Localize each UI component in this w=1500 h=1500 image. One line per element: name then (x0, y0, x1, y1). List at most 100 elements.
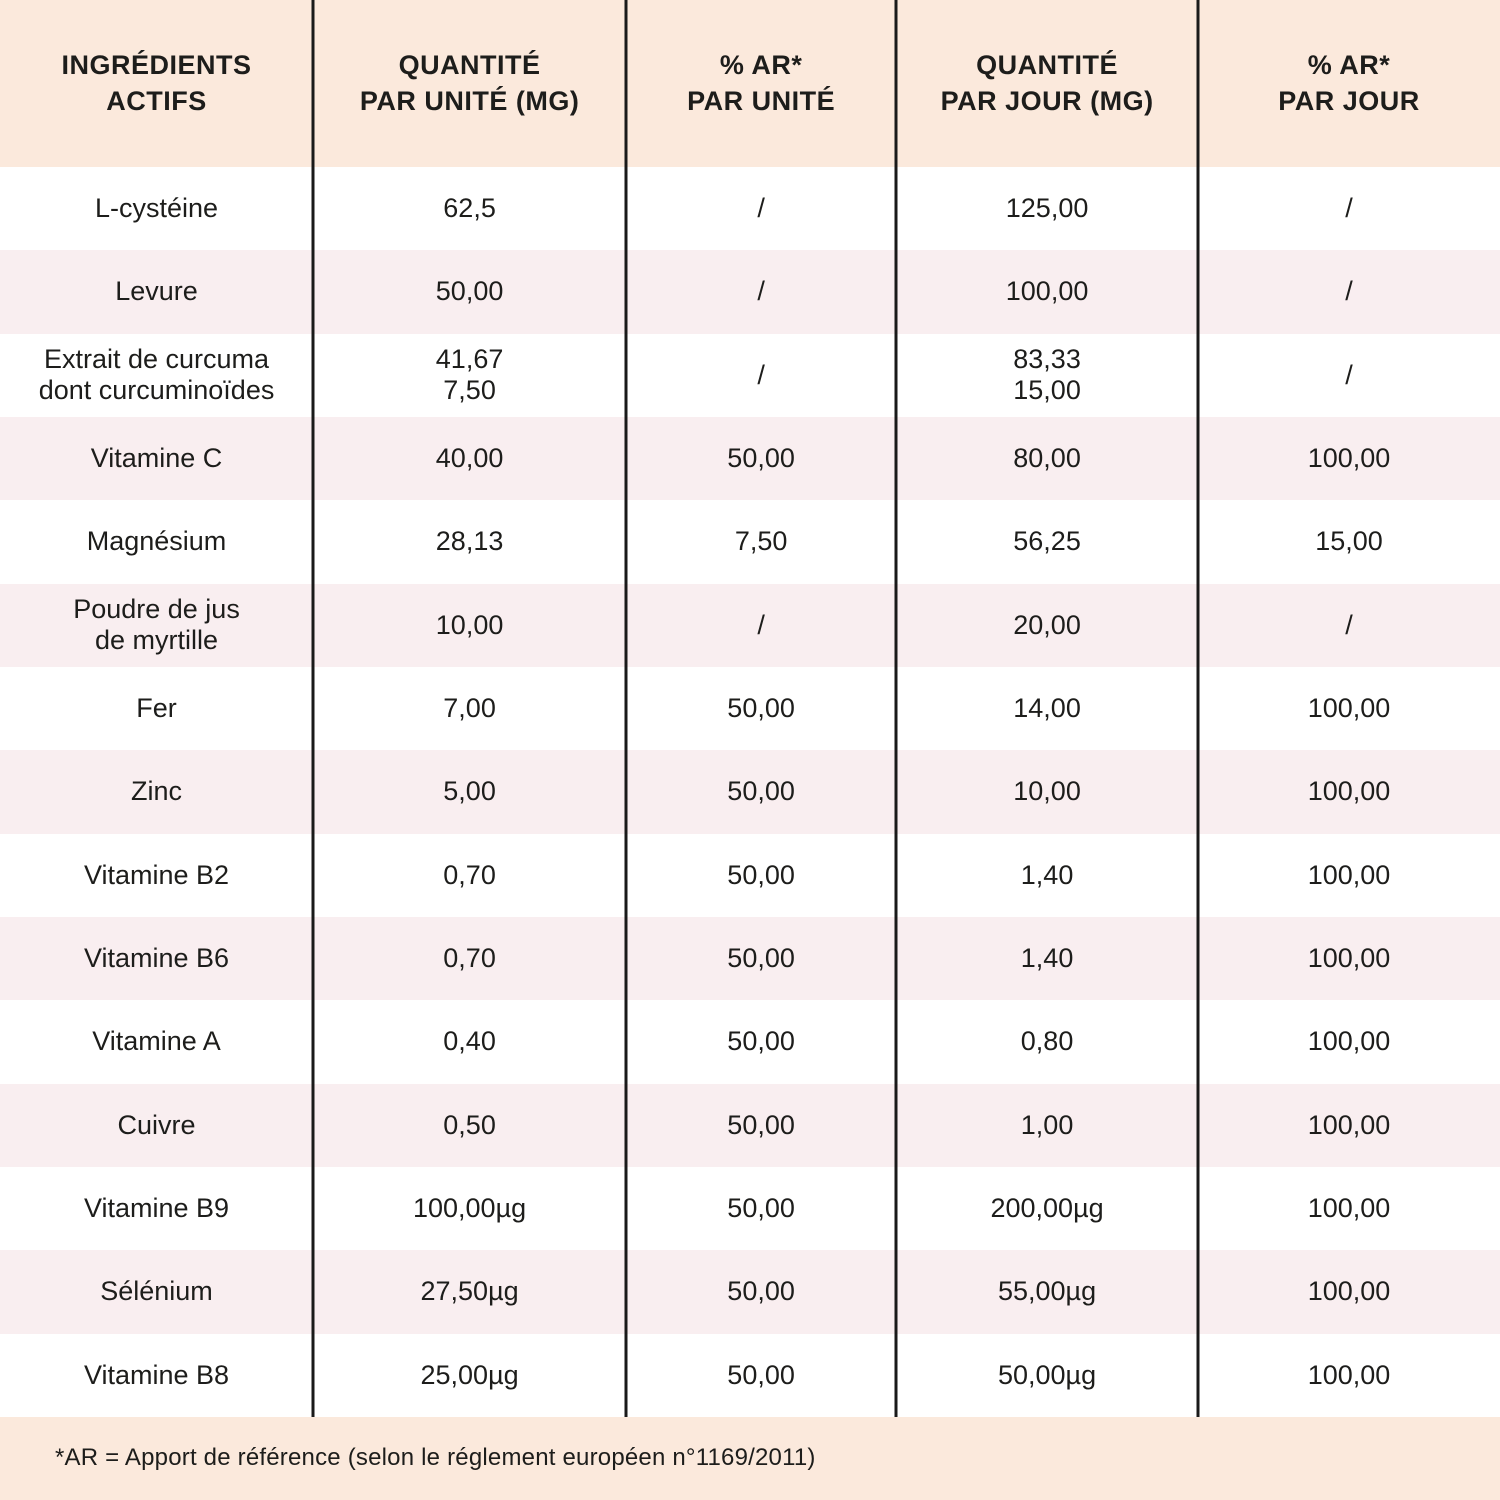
ar_unit-cell: 50,00 (626, 417, 896, 500)
ingredient-cell: Extrait de curcuma dont curcuminoïdes (0, 334, 313, 417)
ar_day-cell: 100,00 (1198, 834, 1500, 917)
qty_unit-value: 40,00 (435, 442, 504, 473)
ingredient-cell: Magnésium (0, 500, 313, 583)
qty_unit-value: 62,5 (443, 193, 496, 223)
qty_day-value: 14,00 (1013, 692, 1081, 723)
qty_unit-cell: 100,00µg (313, 1167, 626, 1250)
column-header-line: PAR UNITÉ (MG) (359, 85, 580, 116)
column-header-line: QUANTITÉ (398, 50, 541, 81)
qty_unit-value: 100,00µg (412, 1192, 527, 1223)
table-row: Fer 7,00 50,00 14,00 100,00 (0, 666, 1500, 751)
table-row: Extrait de curcuma dont curcuminoïdes 41,6… (0, 333, 1500, 417)
qty_day-value: 55,00µg (997, 1276, 1097, 1307)
column-header-qty_day: QUANTITÉ PAR JOUR (MG) (896, 0, 1198, 167)
ingredient-value: Sélénium (100, 1276, 213, 1307)
ar_day-cell: / (1198, 250, 1500, 333)
qty_day-cell: 80,00 (896, 417, 1198, 500)
table-row: Sélénium 27,50µg 50,00 55,00µg 100,00 (0, 1250, 1500, 1334)
reference-footnote: *AR = Apport de référence (selon le régl… (55, 1444, 816, 1472)
ingredient-value: Vitamine B2 (83, 859, 230, 890)
ingredient-value: Cuivre (117, 1109, 196, 1140)
column-header-line: QUANTITÉ (976, 50, 1119, 81)
qty_unit-value: 7,00 (443, 692, 496, 723)
qty_day-value: 80,00 (1013, 442, 1081, 473)
ar_day-value: 100,00 (1307, 1109, 1391, 1140)
table-row: Poudre de jus de myrtille 10,00 / 20,00 / (0, 583, 1500, 667)
ar_day-cell: / (1198, 584, 1500, 667)
qty_unit-value: 0,70 (443, 859, 496, 890)
ingredient-cell: Vitamine A (0, 1000, 313, 1083)
qty_day-cell: 20,00 (896, 584, 1198, 667)
ar_day-cell: 100,00 (1198, 750, 1500, 833)
column-header-line: PAR JOUR (1278, 85, 1420, 116)
qty_day-cell: 1,40 (896, 917, 1198, 1000)
column-header-ar_day: % AR* PAR JOUR (1198, 0, 1500, 167)
ingredient-cell: Poudre de jus de myrtille (0, 584, 313, 667)
ar_unit-value: 50,00 (727, 942, 795, 973)
ingredient-value: Vitamine A (92, 1026, 221, 1057)
ingredient-value: Vitamine B8 (83, 1359, 230, 1390)
ingredient-cell: Sélénium (0, 1250, 313, 1333)
ingredient-cell: Vitamine B2 (0, 834, 313, 917)
ar_day-value: 100,00 (1307, 859, 1391, 890)
ingredient-cell: Vitamine B9 (0, 1167, 313, 1250)
ingredient-cell: Levure (0, 250, 313, 333)
ar_day-value: 100,00 (1307, 1192, 1391, 1223)
qty_unit-cell: 27,50µg (313, 1250, 626, 1333)
column-header-qty_unit: QUANTITÉ PAR UNITÉ (MG) (313, 0, 626, 167)
qty_day-cell: 83,33 15,00 (896, 334, 1198, 417)
ar_day-cell: 100,00 (1198, 667, 1500, 750)
ar_day-cell: 100,00 (1198, 1334, 1500, 1417)
ar_day-cell: 100,00 (1198, 1167, 1500, 1250)
ingredient-value: Extrait de curcuma (43, 344, 270, 374)
column-separator-line (894, 0, 898, 1417)
qty_unit-cell: 0,70 (313, 917, 626, 1000)
ingredient-cell: Cuivre (0, 1084, 313, 1167)
ar_unit-cell: 50,00 (626, 834, 896, 917)
ar_day-value: / (1345, 359, 1353, 390)
qty_unit-cell: 0,70 (313, 834, 626, 917)
qty_unit-value: 10,00 (435, 609, 504, 640)
qty_unit-value: 27,50µg (420, 1276, 519, 1307)
ar_unit-value: 50,00 (727, 442, 795, 473)
qty_day-cell: 100,00 (896, 250, 1198, 333)
ar_unit-value: 7,50 (734, 526, 788, 557)
qty_day-cell: 14,00 (896, 667, 1198, 750)
ar_day-value: 15,00 (1315, 526, 1383, 557)
qty_unit-cell: 7,00 (313, 667, 626, 750)
table-row: Zinc 5,00 50,00 10,00 100,00 (0, 750, 1500, 834)
qty_unit-value: 41,67 (435, 344, 504, 374)
qty_unit-value: 0,40 (443, 1026, 496, 1057)
table-row: Vitamine B2 0,70 50,00 1,40 100,00 (0, 833, 1500, 917)
qty_day-cell: 0,80 (896, 1000, 1198, 1083)
qty_day-cell: 1,40 (896, 834, 1198, 917)
ar_unit-cell: 50,00 (626, 1167, 896, 1250)
ar_unit-cell: 50,00 (626, 750, 896, 833)
ar_day-value: 100,00 (1307, 1026, 1391, 1057)
ar_unit-cell: 50,00 (626, 667, 896, 750)
qty_day-cell: 56,25 (896, 500, 1198, 583)
ar_unit-value: / (757, 276, 765, 307)
ingredient-value: Zinc (131, 776, 183, 807)
ar_day-value: 100,00 (1307, 692, 1391, 723)
ar_unit-cell: / (626, 250, 896, 333)
qty_day-value: 83,33 (1013, 344, 1081, 374)
ar_unit-value: 50,00 (727, 1026, 795, 1057)
footnote-band: *AR = Apport de référence (selon le régl… (0, 1416, 1500, 1500)
qty_day-value: 50,00µg (997, 1359, 1097, 1390)
ingredient-cell: Vitamine C (0, 417, 313, 500)
ar_day-cell: / (1198, 334, 1500, 417)
qty_unit-value: 0,70 (443, 942, 496, 973)
qty_day-cell: 1,00 (896, 1084, 1198, 1167)
column-header-ingredient: INGRÉDIENTS ACTIFS (0, 0, 313, 167)
ingredient-value: Vitamine C (90, 442, 223, 473)
qty_day-cell: 55,00µg (896, 1250, 1198, 1333)
table-row: Vitamine A 0,40 50,00 0,80 100,00 (0, 1000, 1500, 1084)
ar_day-cell: 100,00 (1198, 1250, 1500, 1333)
ingredient-value: Fer (136, 692, 177, 723)
qty_unit-cell: 62,5 (313, 167, 626, 250)
ingredient-cell: Fer (0, 667, 313, 750)
qty_unit-cell: 10,00 (313, 584, 626, 667)
ar_day-cell: / (1198, 167, 1500, 250)
